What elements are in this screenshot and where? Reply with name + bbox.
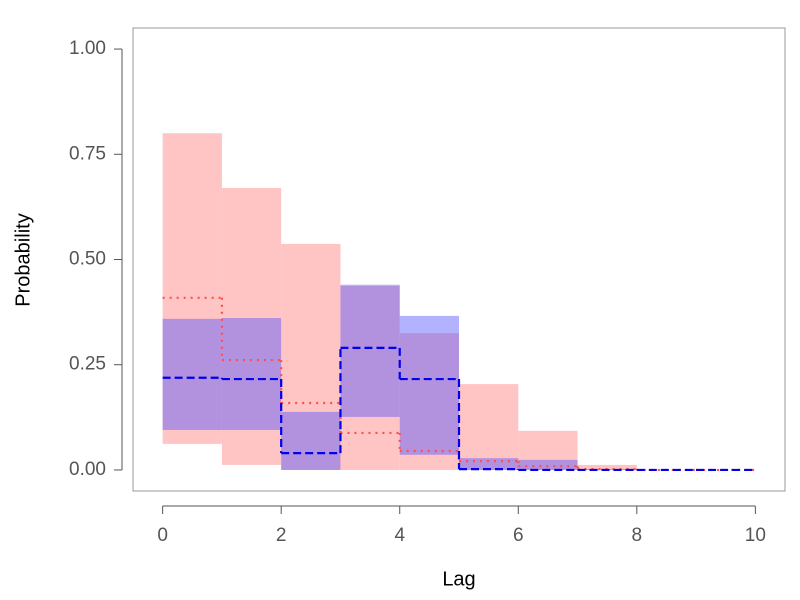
band-segment xyxy=(162,318,222,430)
y-axis-title: Probability xyxy=(12,213,34,306)
y-tick-label: 0.25 xyxy=(69,354,106,375)
band-segment xyxy=(459,384,519,470)
band-segment xyxy=(577,464,637,470)
x-tick-label: 4 xyxy=(394,525,405,546)
band-segment xyxy=(281,243,341,470)
band-segment xyxy=(518,459,578,470)
x-tick-label: 0 xyxy=(157,525,168,546)
y-tick-label: 0.75 xyxy=(69,143,106,164)
band-segment xyxy=(221,318,282,430)
band-segment xyxy=(162,133,222,444)
x-tick-label: 6 xyxy=(513,525,524,546)
band-segment xyxy=(281,411,341,470)
band-segment xyxy=(459,458,519,470)
band-segment xyxy=(518,430,578,470)
y-tick-label: 0.00 xyxy=(69,459,106,480)
band-segment xyxy=(399,315,459,455)
y-tick-label: 1.00 xyxy=(69,38,106,59)
x-tick-label: 8 xyxy=(632,525,643,546)
plot-frame xyxy=(132,27,786,492)
band-segment xyxy=(399,333,459,470)
x-tick-label: 2 xyxy=(276,525,287,546)
y-tick-label: 0.50 xyxy=(69,249,106,270)
x-axis-title: Lag xyxy=(442,568,475,590)
band-segment xyxy=(340,284,400,417)
x-tick-label: 10 xyxy=(745,525,766,546)
band-segment xyxy=(340,286,400,470)
band-segment xyxy=(221,187,282,465)
